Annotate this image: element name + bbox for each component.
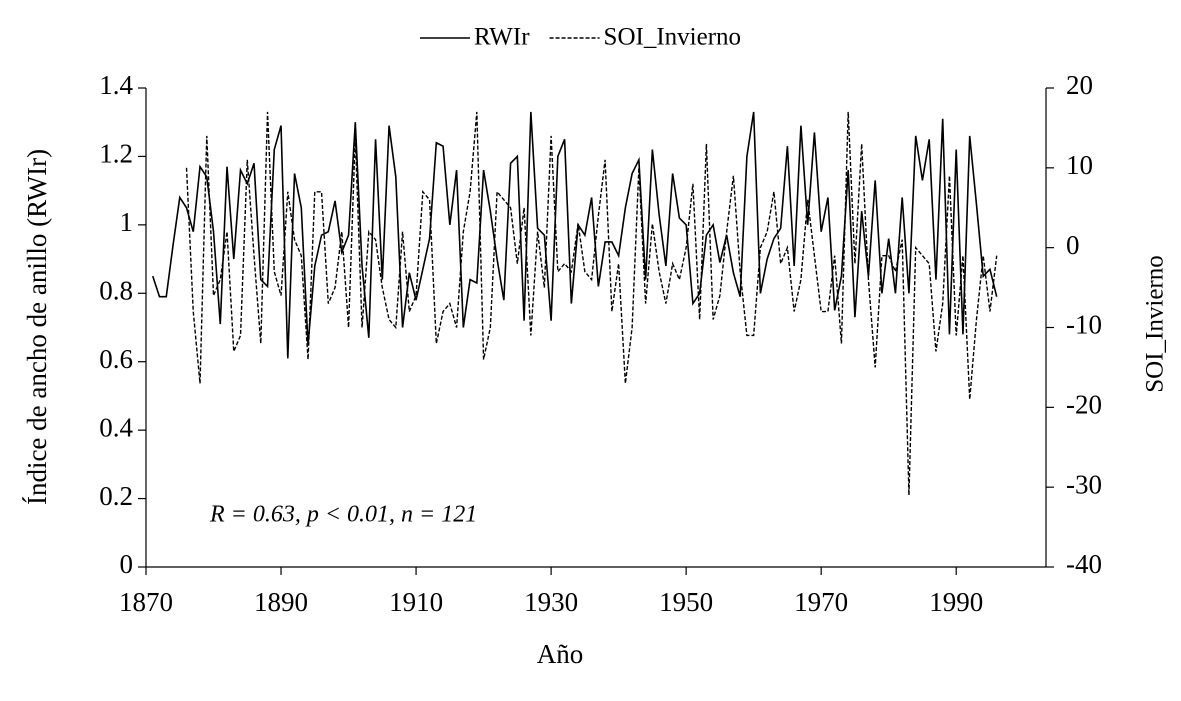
y2-tick-label: 10 <box>1066 150 1093 180</box>
series-line <box>185 111 998 496</box>
series-line <box>151 111 998 359</box>
y-tick-label: 1 <box>120 207 134 237</box>
x-tick-label: 1910 <box>389 587 443 617</box>
x-tick-label: 1890 <box>254 587 308 617</box>
x-axis-label: Año <box>537 639 584 669</box>
y2-tick-label: 20 <box>1066 70 1093 100</box>
y2-tick-label: -40 <box>1066 549 1102 579</box>
y-tick-label: 1.4 <box>99 70 133 100</box>
y-tick-label: 0.6 <box>99 344 133 374</box>
y2-axis-label: SOI_Invierno <box>1142 255 1169 392</box>
x-tick-label: 1970 <box>794 587 848 617</box>
y2-tick-label: 0 <box>1066 230 1080 260</box>
y-tick-label: 0.8 <box>99 275 133 305</box>
annotation: R = 0.63, p < 0.01, n = 121 <box>209 502 477 528</box>
y2-tick-label: -20 <box>1066 390 1102 420</box>
y-tick-label: 0.2 <box>99 481 133 511</box>
x-tick-label: 1950 <box>659 587 713 617</box>
y-tick-label: 0.4 <box>99 412 133 442</box>
x-tick-label: 1870 <box>119 587 173 617</box>
y-tick-label: 0 <box>120 549 134 579</box>
y2-tick-label: -10 <box>1066 310 1102 340</box>
legend-label: SOI_Invierno <box>604 24 741 51</box>
y2-tick-label: -30 <box>1066 469 1102 499</box>
legend-label: RWIr <box>474 24 530 51</box>
y-axis-label: Índice de ancho de anillo (RWIr) <box>22 149 52 505</box>
y-tick-label: 1.2 <box>99 139 133 169</box>
x-tick-label: 1990 <box>929 587 983 617</box>
x-tick-label: 1930 <box>524 587 578 617</box>
